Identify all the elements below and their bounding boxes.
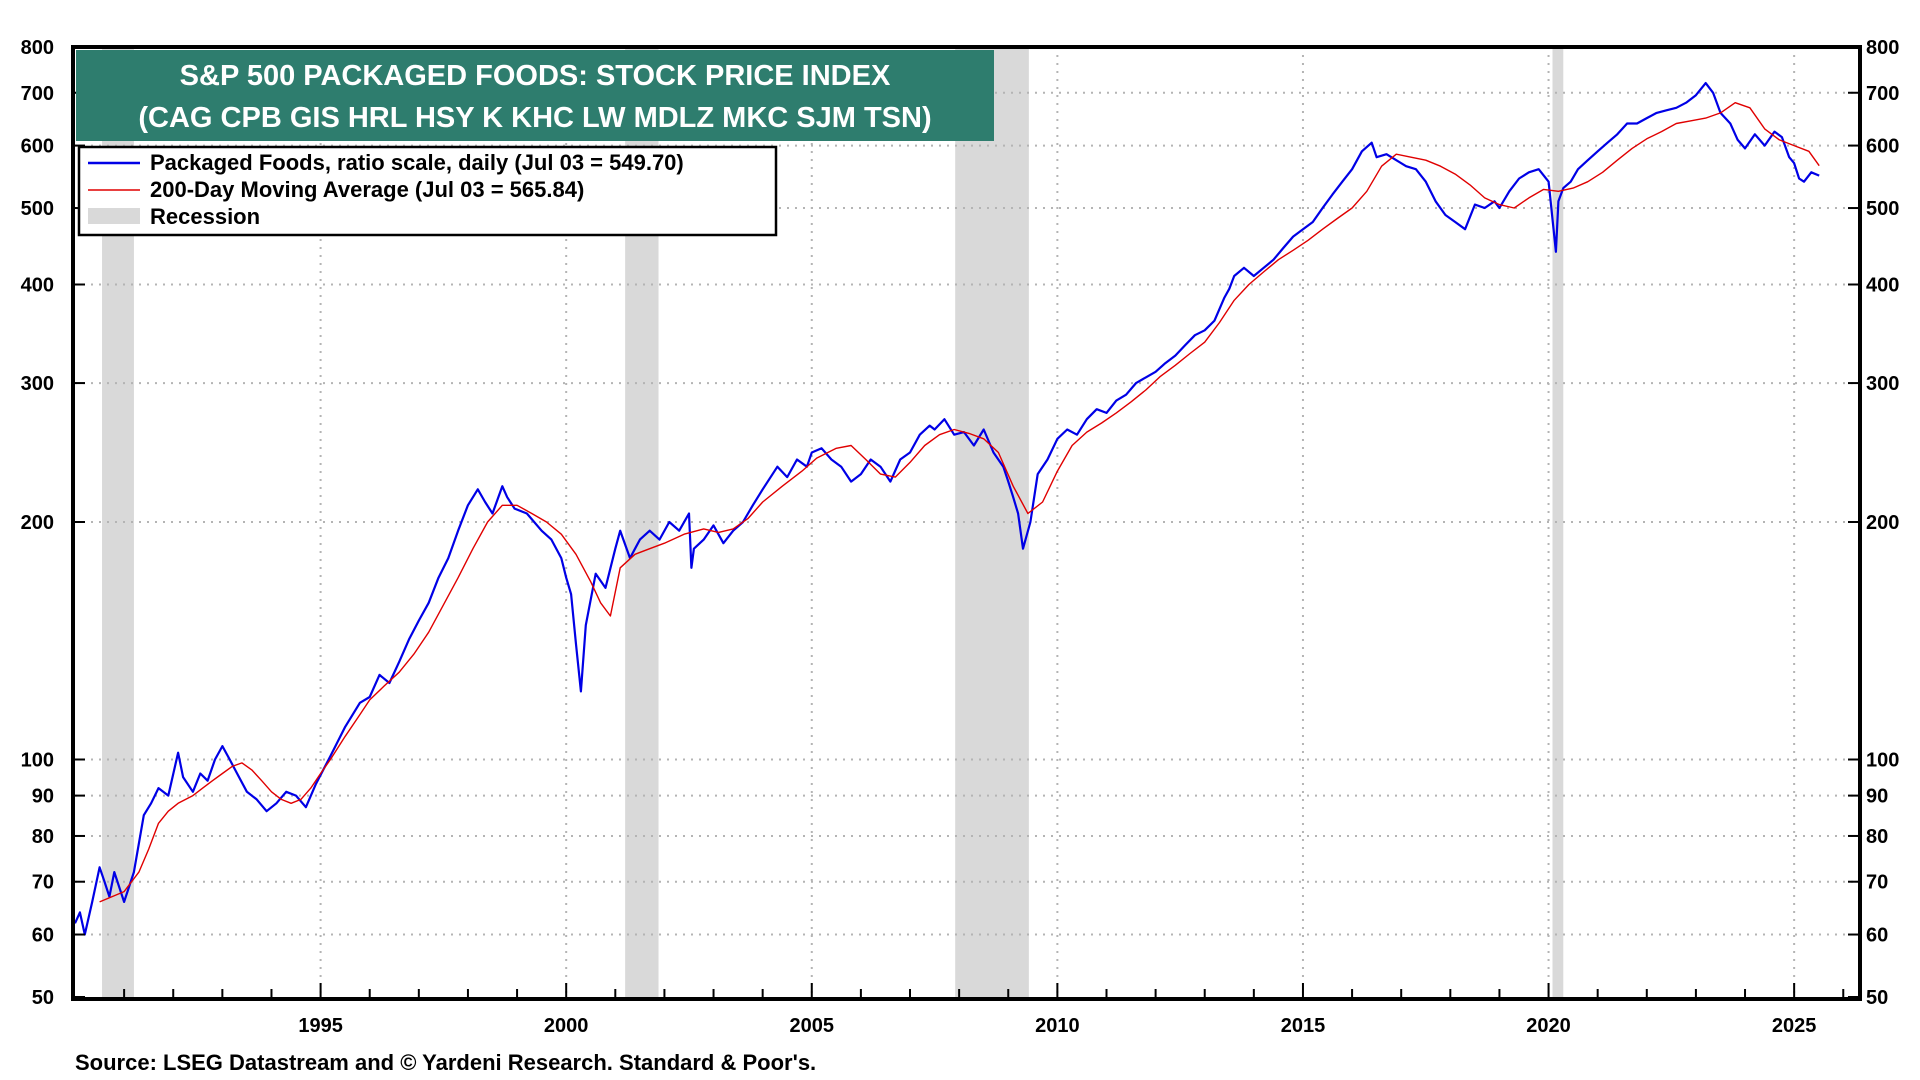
y-tick-label-right-200: 200 bbox=[1866, 512, 1899, 534]
y-tick-label-left-800: 800 bbox=[21, 37, 54, 59]
y-tick-label-left-70: 70 bbox=[32, 872, 54, 894]
y-tick-label-right-60: 60 bbox=[1866, 925, 1888, 947]
recession-band-3 bbox=[1552, 47, 1564, 997]
source-note: Source: LSEG Datastream and © Yardeni Re… bbox=[75, 1050, 816, 1075]
y-tick-label-left-600: 600 bbox=[21, 136, 54, 158]
series-lines bbox=[73, 82, 1820, 936]
x-tick-label-2020: 2020 bbox=[1526, 1015, 1571, 1037]
title-box: S&P 500 PACKAGED FOODS: STOCK PRICE INDE… bbox=[76, 50, 994, 141]
x-tick-label-2025: 2025 bbox=[1772, 1015, 1817, 1037]
y-tick-label-right-400: 400 bbox=[1866, 275, 1899, 297]
y-tick-label-left-50: 50 bbox=[32, 987, 54, 1009]
y-tick-label-left-700: 700 bbox=[21, 83, 54, 105]
y-tick-label-right-600: 600 bbox=[1866, 136, 1899, 158]
x-tick-label-2005: 2005 bbox=[790, 1015, 835, 1037]
y-tick-label-right-70: 70 bbox=[1866, 872, 1888, 894]
y-tick-label-right-300: 300 bbox=[1866, 373, 1899, 395]
y-tick-label-right-700: 700 bbox=[1866, 83, 1899, 105]
y-axis-labels: 50 50 60 60 70 70 80 80 90 90 100 100 200 200 300 300 40… bbox=[21, 37, 1900, 1009]
x-tick-label-2010: 2010 bbox=[1035, 1015, 1080, 1037]
x-tick-label-2015: 2015 bbox=[1281, 1015, 1326, 1037]
y-tick-label-left-90: 90 bbox=[32, 786, 54, 808]
y-tick-label-left-80: 80 bbox=[32, 826, 54, 848]
y-tick-label-left-200: 200 bbox=[21, 512, 54, 534]
y-tick-label-left-60: 60 bbox=[32, 925, 54, 947]
y-tick-label-right-100: 100 bbox=[1866, 750, 1899, 772]
y-tick-label-left-300: 300 bbox=[21, 373, 54, 395]
y-tick-label-left-100: 100 bbox=[21, 750, 54, 772]
series-line-moving-average bbox=[99, 102, 1820, 903]
chart-title: S&P 500 PACKAGED FOODS: STOCK PRICE INDE… bbox=[180, 60, 891, 92]
y-tick-label-right-80: 80 bbox=[1866, 826, 1888, 848]
y-tick-label-left-500: 500 bbox=[21, 198, 54, 220]
title-background bbox=[76, 50, 994, 141]
legend-recession-swatch bbox=[88, 208, 140, 224]
legend-box bbox=[77, 145, 778, 237]
legend-series-label: Packaged Foods, ratio scale, daily (Jul … bbox=[150, 150, 684, 175]
y-tick-label-left-400: 400 bbox=[21, 275, 54, 297]
y-tick-label-right-500: 500 bbox=[1866, 198, 1899, 220]
legend: Packaged Foods, ratio scale, daily (Jul … bbox=[77, 145, 778, 237]
chart-subtitle: (CAG CPB GIS HRL HSY K KHC LW MDLZ MKC S… bbox=[138, 102, 931, 134]
series-line-packaged-foods bbox=[73, 82, 1820, 936]
legend-ma-label: 200-Day Moving Average (Jul 03 = 565.84) bbox=[150, 177, 584, 202]
legend-recession-label: Recession bbox=[150, 204, 260, 229]
y-tick-label-right-50: 50 bbox=[1866, 987, 1888, 1009]
x-axis-labels: 1995 2000 2005 2010 2015 2020 2025 bbox=[298, 1015, 1816, 1037]
y-tick-label-right-800: 800 bbox=[1866, 37, 1899, 59]
x-tick-label-2000: 2000 bbox=[544, 1015, 589, 1037]
x-tick-label-1995: 1995 bbox=[298, 1015, 343, 1037]
recession-band-2 bbox=[955, 47, 1029, 997]
y-tick-label-right-90: 90 bbox=[1866, 786, 1888, 808]
